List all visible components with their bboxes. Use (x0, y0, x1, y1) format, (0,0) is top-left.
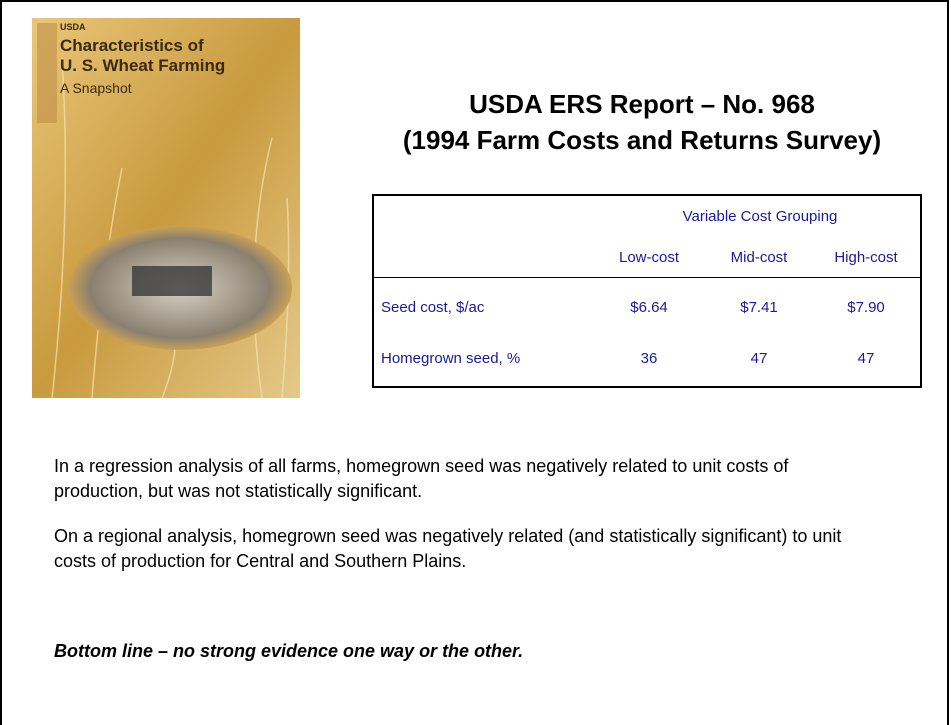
slide-title: USDA ERS Report – No. 968 (1994 Farm Cos… (332, 86, 951, 158)
cover-subtitle: A Snapshot (60, 80, 132, 96)
column-header: Low-cost (618, 249, 680, 266)
cover-title: Characteristics of U. S. Wheat Farming (60, 36, 225, 76)
cell: $7.41 (740, 299, 778, 316)
cell: 47 (857, 350, 875, 367)
cover-title-line: Characteristics of (60, 36, 204, 55)
cover-title-line: U. S. Wheat Farming (60, 56, 226, 75)
bottom-line: Bottom line – no strong evidence one way… (54, 641, 524, 661)
title-line: (1994 Farm Costs and Returns Survey) (402, 125, 882, 155)
column-header: Mid-cost (730, 249, 788, 266)
row-label: Seed cost, $/ac (381, 299, 485, 316)
paragraph: In a regression analysis of all farms, h… (54, 456, 789, 501)
cover-agency: USDA (60, 22, 86, 32)
cell: $6.64 (630, 299, 668, 316)
row-label: Homegrown seed, % (381, 350, 521, 367)
column-header: High-cost (834, 249, 898, 266)
cell: 47 (750, 350, 768, 367)
cover-image (32, 18, 300, 398)
header-rule (374, 277, 920, 278)
cell: 36 (640, 350, 658, 367)
table: Variable Cost Grouping Low-cost Mid-cost… (372, 194, 922, 388)
cell: $7.90 (847, 299, 885, 316)
paragraph: On a regional analysis, homegrown seed w… (54, 526, 842, 571)
title-line: USDA ERS Report – No. 968 (469, 89, 815, 119)
group-header: Variable Cost Grouping (682, 208, 838, 225)
